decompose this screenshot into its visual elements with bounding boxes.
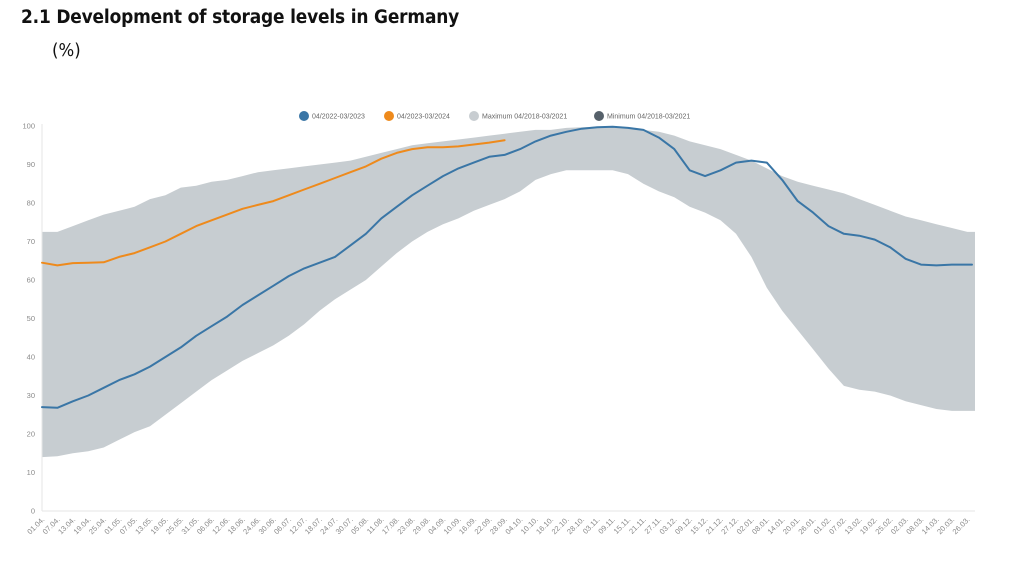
series-line-2: [41, 139, 506, 267]
min-max-band-layer: [42, 126, 975, 458]
y-tick-label: 100: [22, 122, 35, 131]
y-tick-label: 30: [27, 391, 35, 400]
chart-title: 2.1 Development of storage levels in Ger…: [21, 7, 460, 28]
y-tick-label: 90: [27, 160, 35, 169]
y-tick-label: 10: [27, 468, 35, 477]
min-max-band: [42, 126, 975, 458]
chart-unit: (%): [52, 40, 81, 61]
y-tick-label: 40: [27, 353, 35, 362]
y-tick-label: 80: [27, 199, 35, 208]
legend-marker-3: [469, 111, 479, 121]
legend-marker-2: [384, 111, 394, 121]
y-tick-label: 70: [27, 237, 35, 246]
legend-marker-4: [594, 111, 604, 121]
y-tick-label: 60: [27, 276, 35, 285]
legend-label-4: Minimum 04/2018-03/2021: [607, 114, 690, 121]
y-tick-label: 0: [31, 507, 35, 516]
y-tick-label: 20: [27, 430, 35, 439]
legend-label-2: 04/2023-03/2024: [397, 114, 450, 121]
x-tick-label: 05.08.: [349, 515, 370, 536]
legend-label-3: Maximum 04/2018-03/2021: [482, 114, 567, 121]
x-tick-label: 28.10.: [565, 515, 586, 536]
x-tick-label: 26.03.: [951, 515, 972, 536]
legend-marker-1: [299, 111, 309, 121]
series-layer: [41, 125, 973, 409]
series-line-1: [41, 125, 973, 409]
legend: 04/2022-03/2023 04/2023-03/2024 Maximum 04…: [299, 111, 690, 121]
legend-label-1: 04/2022-03/2023: [312, 114, 365, 121]
y-tick-label: 50: [27, 314, 35, 323]
